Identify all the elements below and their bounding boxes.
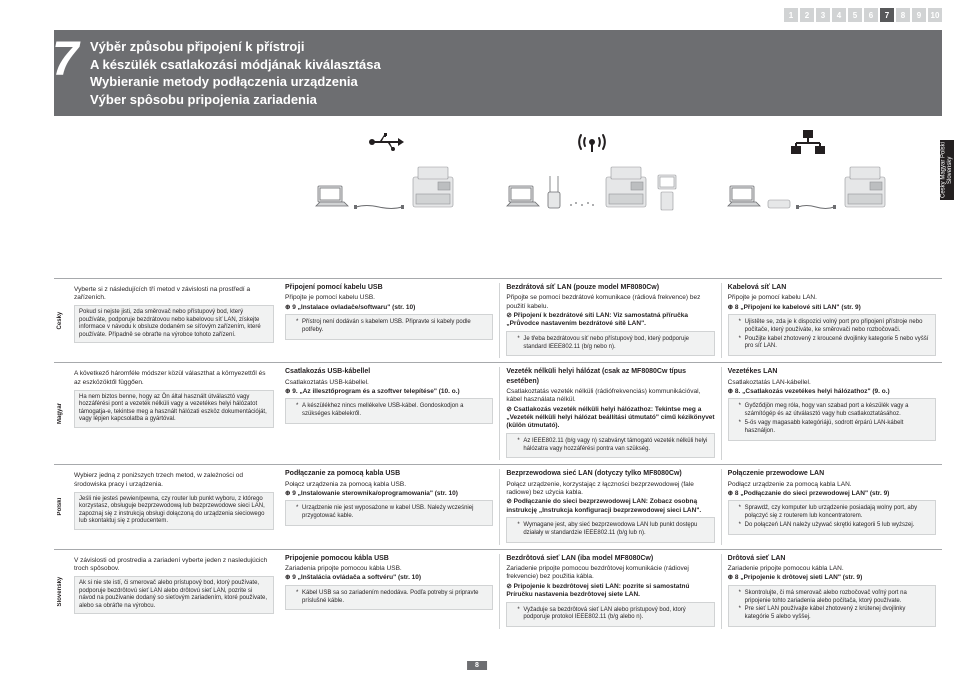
page-navigator: 12345678910 (784, 8, 942, 22)
connection-column: Vezetékes LANCsatlakoztatás LAN-kábellel… (722, 367, 942, 460)
pager-item-8[interactable]: 8 (896, 8, 910, 22)
lan-devices (726, 162, 890, 212)
connection-column: Csatlakozás USB-kábellelCsatlakoztatás U… (279, 367, 499, 460)
page-number: 8 (467, 661, 487, 670)
wireless-connection-icon (505, 128, 679, 212)
connection-column: Drôtová sieť LANZariadenie pripojte pomo… (722, 554, 942, 629)
wireless-icon (574, 128, 610, 156)
pager-item-4[interactable]: 4 (832, 8, 846, 22)
section-number: 7 (52, 32, 79, 87)
connection-column: Połączenie przewodowe LANPodłącz urządze… (722, 469, 942, 544)
section-header: 7 Výběr způsobu připojení k přístrojiA k… (54, 30, 942, 116)
intro-box: Wybierz jedną z poniższych trzech metod,… (69, 469, 279, 544)
wired-lan-connection-icon (726, 128, 890, 212)
pager-item-9[interactable]: 9 (912, 8, 926, 22)
language-row-Polski: PolskiWybierz jedną z poniższych trzech … (54, 464, 942, 548)
language-row-Česky: ČeskyVyberte si z následujících tří meto… (54, 278, 942, 362)
pager-item-6[interactable]: 6 (864, 8, 878, 22)
lan-icon (790, 128, 826, 156)
language-tab: Magyar (54, 367, 66, 460)
connection-icons-row (290, 128, 914, 212)
pager-item-1[interactable]: 1 (784, 8, 798, 22)
usb-icon (366, 128, 406, 156)
language-side-tab: Česky Magyar Polski Slovensky (940, 140, 954, 200)
connection-column: Vezeték nélküli helyi hálózat (csak az M… (499, 367, 721, 460)
connection-column: Podłączanie za pomocą kabla USBPołącz ur… (279, 469, 499, 544)
wireless-devices (505, 162, 679, 212)
pager-item-5[interactable]: 5 (848, 8, 862, 22)
connection-column: Kabelová síť LANPřipojte je pomocí kabel… (722, 283, 942, 358)
content-table: ČeskyVyberte si z následujících tří meto… (54, 278, 942, 633)
language-tab: Polski (54, 469, 66, 544)
connection-column: Bezdrátová síť LAN (pouze model MF8080Cw… (499, 283, 721, 358)
language-tab: Česky (54, 283, 66, 358)
pager-item-2[interactable]: 2 (800, 8, 814, 22)
connection-column: Pripojenie pomocou kábla USBZariadenia p… (279, 554, 499, 629)
usb-devices (314, 162, 458, 212)
connection-column: Bezprzewodowa sieć LAN (dotyczy tylko MF… (499, 469, 721, 544)
usb-connection-icon (314, 128, 458, 212)
intro-box: Vyberte si z následujících tří metod v z… (69, 283, 279, 358)
language-row-Magyar: MagyarA következő háromféle módszer közü… (54, 362, 942, 464)
language-row-Slovensky: SlovenskyV závislosti od prostredia a za… (54, 549, 942, 633)
language-tab: Slovensky (54, 554, 66, 629)
connection-column: Bezdrôtová sieť LAN (iba model MF8080Cw)… (499, 554, 721, 629)
pager-item-3[interactable]: 3 (816, 8, 830, 22)
pager-item-7[interactable]: 7 (880, 8, 894, 22)
intro-box: A következő háromféle módszer közül vála… (69, 367, 279, 460)
connection-column: Připojení pomocí kabelu USBPřipojte je p… (279, 283, 499, 358)
pager-item-10[interactable]: 10 (928, 8, 942, 22)
intro-box: V závislosti od prostredia a zariadení v… (69, 554, 279, 629)
section-title: Výběr způsobu připojení k přístrojiA kés… (90, 38, 930, 108)
